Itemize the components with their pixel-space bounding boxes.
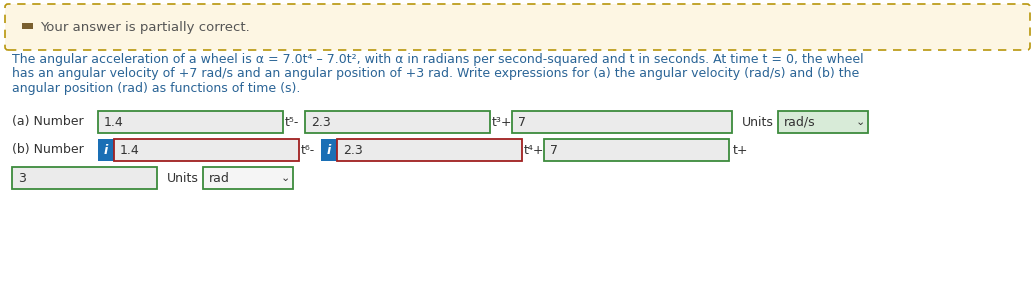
Bar: [512, 111, 732, 133]
Text: Units: Units: [742, 116, 774, 128]
Bar: [305, 111, 490, 133]
Text: i: i: [104, 143, 108, 156]
Bar: [337, 139, 522, 161]
Text: The angular acceleration of a wheel is α = 7.0t⁴ – 7.0t², with α in radians per : The angular acceleration of a wheel is α…: [12, 53, 863, 66]
Text: 2.3: 2.3: [310, 116, 331, 128]
Bar: [544, 139, 729, 161]
Text: rad/s: rad/s: [783, 116, 816, 128]
Text: 7: 7: [518, 116, 526, 128]
Text: i: i: [327, 143, 331, 156]
Text: Your answer is partially correct.: Your answer is partially correct.: [40, 20, 249, 34]
Text: t³+: t³+: [492, 116, 512, 128]
Bar: [321, 139, 337, 161]
Text: t⁶-: t⁶-: [301, 143, 316, 156]
Bar: [98, 111, 283, 133]
Text: 2.3: 2.3: [343, 143, 362, 156]
Bar: [98, 139, 114, 161]
Text: ⌄: ⌄: [855, 117, 864, 127]
Text: 1.4: 1.4: [120, 143, 140, 156]
Bar: [22, 23, 33, 29]
Text: rad: rad: [209, 171, 230, 185]
Text: t⁵-: t⁵-: [285, 116, 299, 128]
Text: t⁴+: t⁴+: [524, 143, 544, 156]
Text: 7: 7: [550, 143, 558, 156]
Text: ⌄: ⌄: [280, 173, 290, 183]
Text: (a) Number: (a) Number: [12, 116, 84, 128]
Text: has an angular velocity of +7 rad/s and an angular position of +3 rad. Write exp: has an angular velocity of +7 rad/s and …: [12, 67, 859, 81]
Bar: [114, 139, 299, 161]
Bar: [12, 167, 157, 189]
Text: (b) Number: (b) Number: [12, 143, 84, 156]
Text: angular position (rad) as functions of time (s).: angular position (rad) as functions of t…: [12, 82, 300, 95]
Text: t+: t+: [733, 143, 748, 156]
Text: 3: 3: [18, 171, 26, 185]
FancyBboxPatch shape: [5, 4, 1030, 50]
Text: 1.4: 1.4: [104, 116, 124, 128]
Text: Units: Units: [167, 171, 199, 185]
Bar: [203, 167, 293, 189]
Bar: [778, 111, 868, 133]
